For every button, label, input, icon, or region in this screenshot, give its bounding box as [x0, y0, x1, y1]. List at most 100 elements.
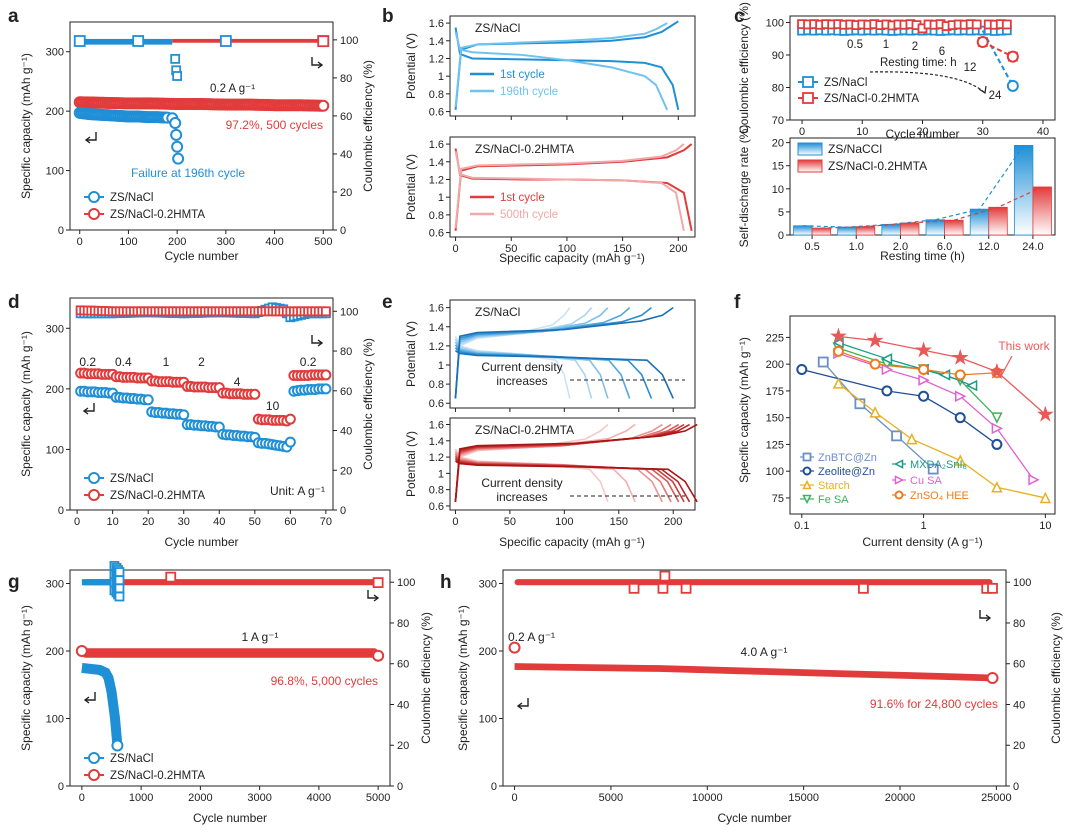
panel-c-bar	[881, 223, 901, 236]
panel-d-xtick-label: 70	[320, 516, 332, 528]
panel-d-rate-label: 0.4	[115, 355, 132, 369]
panel-h-right-arrow-head	[985, 614, 992, 622]
panel-f-legend-marker	[894, 475, 905, 485]
panel-c-rest-label: 12	[964, 62, 977, 74]
panel-a-blue-fail-marker	[171, 140, 184, 153]
panel-c-bottom-xlabel: Resting time (h)	[880, 249, 965, 263]
panel-f-marker	[880, 353, 893, 365]
panel-d-ytick-label: 100	[46, 444, 64, 456]
panel-f-legend-text: ZnBTC@Zn	[818, 452, 877, 464]
panel-d-frame	[69, 297, 334, 511]
panel-a-legend-nacl-marker	[88, 191, 100, 203]
panel-c-top-xtick-label: 10	[856, 126, 868, 138]
panel-d-xtick-label: 50	[249, 516, 261, 528]
panel-f-marker	[965, 379, 978, 392]
panel-g-xtick-label: 5000	[366, 792, 390, 804]
panel-f-marker	[830, 327, 847, 344]
panel-d-ytick-label: 0	[58, 505, 64, 517]
panel-f-line	[838, 342, 973, 387]
panel-c-rest-label: 0.5	[847, 39, 863, 51]
panel-c-top-xtick-label: 40	[1037, 126, 1049, 138]
panel-e-1-frame	[449, 417, 696, 511]
panel-a-blue-ce-marker	[170, 53, 181, 64]
panel-c-trend-line	[802, 145, 1025, 228]
panel-g-legend-nacl-marker	[88, 752, 100, 764]
panel-e-discharge-line	[455, 349, 674, 399]
panel-g-xtick-label: 1000	[129, 792, 153, 804]
panel-label-e: e	[382, 292, 393, 313]
panel-g-xtick-label: 4000	[307, 792, 331, 804]
panel-h-rate-1: 4.0 A g⁻¹	[740, 645, 787, 659]
panel-f-marker	[881, 385, 893, 397]
panel-c-red-mark-30	[976, 36, 989, 48]
panel-f-marker	[954, 412, 966, 424]
panel-d-rate-label: 2	[198, 355, 205, 369]
panel-a-legend-hmta-marker	[88, 208, 100, 220]
panel-c-category-label: 2.0	[893, 241, 908, 253]
panel-g-blue-ce-marker	[114, 567, 125, 577]
panel-h-xtick-label: 0	[512, 792, 518, 804]
panel-b-legend-text: 1st cycle	[500, 192, 545, 204]
panel-h-ylabel: Specific capacity (mAh g⁻¹)	[456, 605, 470, 751]
panel-h-retention-label: 91.6% for 24,800 cycles	[870, 697, 998, 711]
panel-g-right-arrow	[367, 590, 378, 599]
panel-f-marker	[1039, 491, 1052, 504]
panel-a-right-arrow	[311, 57, 322, 66]
panel-e-xtick-label: 200	[664, 516, 682, 528]
panel-f-marker	[954, 454, 966, 466]
panel-f-legend-text: Cu SA	[910, 475, 942, 487]
panel-label-d: d	[8, 292, 20, 313]
panel-b-0-ytick-label: 0.8	[429, 89, 444, 101]
panel-label-h: h	[440, 572, 452, 593]
panel-e-1-ytick-label: 1.4	[429, 436, 444, 448]
panel-g-ylabel: Specific capacity (mAh g⁻¹)	[19, 605, 33, 751]
panel-d-xlabel: Cycle number	[164, 535, 238, 549]
panel-f-marker	[951, 348, 969, 365]
panel-h-right-arrow	[979, 610, 990, 619]
panel-label-c: c	[734, 6, 745, 27]
panel-h-right-ytick-label: 40	[1013, 699, 1025, 711]
panel-c-bar	[793, 225, 813, 236]
panel-f-marker	[796, 364, 808, 376]
panel-g-blue-end	[111, 739, 124, 752]
panel-e-xtick-label: 100	[555, 516, 573, 528]
panel-e-0-ytick-label: 1	[438, 360, 444, 372]
panel-d-marker	[249, 388, 261, 400]
panel-e-xtick-label: 150	[610, 516, 628, 528]
panel-h-xlabel: Cycle number	[717, 811, 791, 825]
panel-c-bar-legend: ZS/NaCl-0.2HMTA	[828, 159, 927, 173]
panel-f-legend-text: MXDA₂SnI₆	[910, 459, 967, 471]
panel-a-ytick-label: 300	[46, 47, 64, 59]
panel-label-g: g	[8, 572, 20, 593]
panel-f-ytick-label: 75	[772, 493, 784, 505]
panel-a-blue-fail-marker	[169, 117, 182, 130]
panel-g-right-ytick-label: 100	[397, 577, 415, 589]
panel-d-right-ytick-label: 40	[340, 426, 352, 438]
panel-c-rest-label: 2	[912, 41, 918, 53]
panel-c-xlabel: Cycle number	[885, 127, 959, 141]
panel-c-legend-swatch	[797, 142, 823, 156]
panel-f-marker	[954, 369, 966, 381]
panel-f-marker	[906, 432, 918, 445]
panel-f-marker	[991, 412, 1003, 424]
panel-f-marker	[832, 345, 844, 357]
panel-e-xtick-label: 0	[452, 516, 458, 528]
panel-h-right-ytick-label: 20	[1013, 740, 1025, 752]
panel-f-marker	[918, 364, 930, 376]
panel-c-arrow	[869, 71, 986, 94]
panel-d-marker	[284, 436, 296, 448]
panel-d-marker	[284, 413, 296, 425]
panel-c-rest-title: Resting time: h	[880, 57, 957, 69]
panel-g-legend-hmta-marker	[88, 769, 100, 781]
panel-b-discharge-line	[454, 150, 685, 232]
panel-f-marker	[991, 438, 1003, 450]
panel-e-charge-line	[454, 306, 674, 399]
panel-f-marker	[817, 356, 829, 368]
panel-h-xtick-label: 20000	[885, 792, 916, 804]
panel-f-this-work: This work	[998, 339, 1050, 353]
panel-f-legend-marker	[802, 452, 812, 462]
panel-a-right-ytick-label: 80	[340, 73, 352, 85]
panel-h-red-ce-band	[514, 579, 993, 586]
panel-a-xlabel: Cycle number	[164, 249, 238, 263]
panel-label-b: b	[382, 6, 394, 27]
